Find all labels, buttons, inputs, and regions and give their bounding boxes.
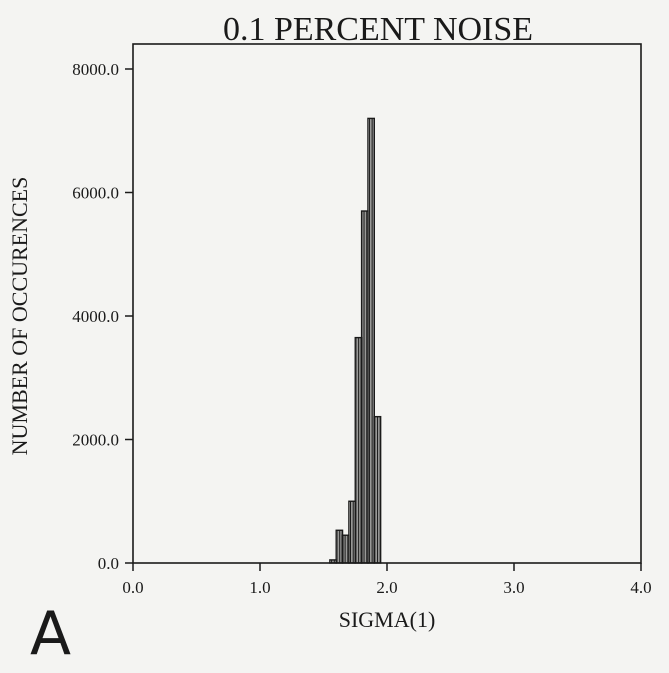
x-tick-label: 4.0 bbox=[630, 578, 651, 597]
plot-frame bbox=[132, 43, 642, 564]
y-tick-label: 6000.0 bbox=[72, 184, 119, 203]
y-tick-label: 2000.0 bbox=[72, 431, 119, 450]
histogram-bars bbox=[329, 117, 382, 564]
x-tick-label: 1.0 bbox=[249, 578, 270, 597]
x-tick-label: 2.0 bbox=[376, 578, 397, 597]
y-tick-label: 0.0 bbox=[98, 554, 119, 573]
x-axis-label: SIGMA(1) bbox=[339, 607, 436, 632]
y-axis-label: NUMBER OF OCCURENCES bbox=[7, 177, 32, 456]
y-tick-label: 4000.0 bbox=[72, 307, 119, 326]
axis-ticks: 0.0 1.0 2.0 3.0 4.0 0.0 2000.0 4000.0 6000.0 8000… bbox=[72, 60, 651, 597]
x-tick-label: 3.0 bbox=[503, 578, 524, 597]
x-tick-label: 0.0 bbox=[122, 578, 143, 597]
panel-label: A bbox=[30, 599, 72, 669]
y-tick-label: 8000.0 bbox=[72, 60, 119, 79]
chart-title: 0.1 PERCENT NOISE bbox=[223, 11, 533, 48]
